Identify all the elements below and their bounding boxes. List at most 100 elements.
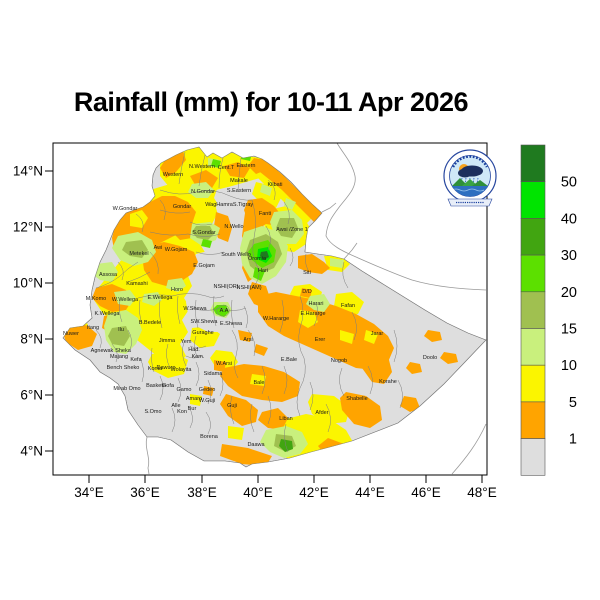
legend-swatch xyxy=(520,218,546,256)
zone-label: Konta xyxy=(148,366,163,372)
legend-swatch xyxy=(520,438,546,476)
zone-label: N.Western xyxy=(189,164,215,170)
legend-value: 30 xyxy=(561,248,577,264)
zone-label: D/D xyxy=(302,289,312,295)
y-tick-label: 6°N xyxy=(20,388,43,403)
zone-label: N.Gondar xyxy=(191,189,215,195)
legend-value: 50 xyxy=(561,175,577,191)
zone-label: Kamashi xyxy=(126,281,147,287)
zone-label: Fanti xyxy=(259,211,271,217)
zone-label: S.Eastern xyxy=(227,188,251,194)
zone-label: Doolo xyxy=(423,355,437,361)
zone-label: Kilbati xyxy=(268,182,283,188)
zone-label: Sheka xyxy=(115,348,132,354)
zone-boundaries xyxy=(95,151,403,453)
legend-swatch xyxy=(520,364,546,403)
zone-label: E.Gojam xyxy=(193,263,215,269)
x-tick-label: 42°E xyxy=(299,485,328,500)
x-tick-label: 40°E xyxy=(243,485,272,500)
legend-swatch xyxy=(520,181,546,219)
zone-label: E.Hararge xyxy=(300,311,325,317)
zone-label: Wolayita xyxy=(171,367,193,373)
x-tick-label: 46°E xyxy=(411,485,440,500)
zone-label: Gondar xyxy=(173,204,192,210)
zone-label: Guji xyxy=(227,403,237,409)
mountain-icon xyxy=(452,178,468,186)
zone-label: Kem. xyxy=(192,354,205,360)
zone-label: Afder xyxy=(315,410,328,416)
zone-label: Western xyxy=(163,172,183,178)
zone-label: Bench Sheko xyxy=(107,365,140,371)
zone-label: SW.Shewa xyxy=(191,319,219,325)
zone-label: Alle xyxy=(171,403,180,409)
zone-label: W.Gojam xyxy=(165,247,188,253)
x-tick-label: 44°E xyxy=(355,485,384,500)
legend-value: 20 xyxy=(561,285,577,301)
y-tick-label: 8°N xyxy=(20,332,43,347)
neighbour-country-borders xyxy=(145,142,487,475)
zone-label: Fafan xyxy=(341,303,355,309)
zone-label: W.Arsi xyxy=(216,361,232,367)
zone-label: Agnewak xyxy=(91,348,114,354)
zone-label: S.Tigray xyxy=(233,202,254,208)
legend-value: 40 xyxy=(561,211,577,227)
legend-swatch xyxy=(520,254,546,293)
zone-label: Borena xyxy=(200,434,219,440)
y-tick-label: 14°N xyxy=(13,164,43,179)
zone-label: Yem xyxy=(181,339,192,345)
legend-value: 5 xyxy=(569,395,577,411)
zone-label: Shabelle xyxy=(346,396,367,402)
zone-label: W.Gondar xyxy=(113,206,138,212)
rainfall-patches xyxy=(63,147,486,467)
zone-label: Gamo xyxy=(177,387,192,393)
legend-swatch xyxy=(520,328,546,366)
zone-label: Arsi xyxy=(243,337,252,343)
x-axis: 34°E 36°E 38°E 40°E 42°E 44°E 46°E 48°E xyxy=(74,475,497,500)
zone-label: Basketo xyxy=(146,383,166,389)
zone-label: Eastern xyxy=(237,163,256,169)
zone-label: B.Bedele xyxy=(139,320,161,326)
y-tick-label: 12°N xyxy=(13,220,43,235)
zone-label: W.Hararge xyxy=(263,316,289,322)
y-axis: 14°N 12°N 10°N 8°N 6°N 4°N xyxy=(13,164,53,459)
zone-label: K.Wellega xyxy=(95,311,121,317)
zone-label: W.Shewa xyxy=(183,306,207,312)
zone-label: N.Wello xyxy=(224,224,243,230)
zone-label: NSHI(OR) xyxy=(213,284,238,290)
zone-label: Jarar xyxy=(371,331,384,337)
zone-label: Had. xyxy=(188,347,200,353)
zone-label: Gedeo xyxy=(199,387,216,393)
zone-label: Daawa xyxy=(247,442,265,448)
zone-label: South Wello xyxy=(221,252,251,258)
zone-label: Itang xyxy=(87,325,99,331)
rainfall-legend: 50 40 30 20 15 10 5 1 xyxy=(520,144,577,476)
zone-label: Harari xyxy=(309,301,324,307)
zone-label: Erer xyxy=(315,337,326,343)
logo-arc-text xyxy=(451,155,489,168)
zone-label: Korahe xyxy=(379,379,397,385)
zone-label: Jimma xyxy=(159,338,176,344)
zone-label: Liban xyxy=(279,416,292,422)
legend-value: 15 xyxy=(561,322,577,338)
legend-swatch xyxy=(520,401,546,439)
zone-label: Ilu xyxy=(118,327,124,333)
zone-labels: Western N.Western Cent.T Eastern Makale Kilba… xyxy=(63,163,437,448)
zone-label: Amaro xyxy=(186,396,202,402)
water-icon xyxy=(450,186,490,197)
zone-label: E.Wellega xyxy=(148,295,174,301)
zone-label: Nuwer xyxy=(63,331,79,337)
zone-label: S.Omo xyxy=(144,409,161,415)
zone-label: Awi xyxy=(154,245,163,251)
map-frame xyxy=(52,142,488,476)
zone-label: Guraghe xyxy=(192,330,213,336)
zone-label: Majang xyxy=(110,354,128,360)
legend-swatch xyxy=(520,144,546,183)
zone-label: A.A xyxy=(220,308,229,314)
zone-label: Awsi /Zone 1 xyxy=(276,227,308,233)
zone-label: Siti xyxy=(303,270,311,276)
zone-label: Horo xyxy=(171,287,183,293)
x-tick-label: 36°E xyxy=(130,485,159,500)
zone-label: Mirab Omo xyxy=(113,386,140,392)
